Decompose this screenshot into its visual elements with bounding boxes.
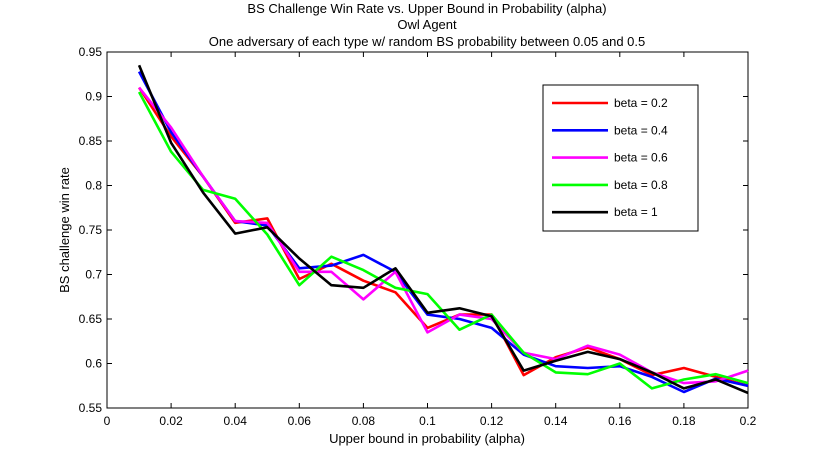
y-tick-label: 0.75 bbox=[79, 223, 103, 237]
y-tick-label: 0.55 bbox=[79, 401, 103, 415]
x-tick-label: 0.2 bbox=[740, 414, 757, 428]
y-tick-label: 0.95 bbox=[79, 45, 103, 59]
y-tick-label: 0.65 bbox=[79, 312, 103, 326]
x-axis: 0 0.02 0.04 0.06 0.08 0.1 0.12 0.14 0.16 0.18 0.2 bbox=[104, 52, 757, 428]
x-tick-label: 0.06 bbox=[288, 414, 312, 428]
x-tick-label: 0.14 bbox=[544, 414, 568, 428]
x-axis-label: Upper bound in probability (alpha) bbox=[329, 431, 525, 446]
legend-label: beta = 1 bbox=[614, 205, 658, 219]
y-tick-label: 0.7 bbox=[85, 268, 102, 282]
y-axis-label: BS challenge win rate bbox=[57, 167, 72, 293]
x-tick-label: 0 bbox=[104, 414, 111, 428]
y-tick-label: 0.8 bbox=[85, 179, 102, 193]
x-tick-label: 0.08 bbox=[352, 414, 376, 428]
x-tick-label: 0.16 bbox=[608, 414, 632, 428]
x-tick-label: 0.04 bbox=[224, 414, 248, 428]
x-tick-label: 0.18 bbox=[672, 414, 696, 428]
legend-label: beta = 0.2 bbox=[614, 96, 668, 110]
y-tick-label: 0.85 bbox=[79, 134, 103, 148]
legend-label: beta = 0.6 bbox=[614, 151, 668, 165]
chart-subtitle-line-2: One adversary of each type w/ random BS … bbox=[209, 34, 645, 49]
x-tick-label: 0.12 bbox=[480, 414, 504, 428]
series-line-beta-1 bbox=[137, 64, 749, 395]
legend: beta = 0.2 beta = 0.4 beta = 0.6 beta = 0.8… bbox=[542, 84, 699, 232]
legend-label: beta = 0.8 bbox=[614, 178, 668, 192]
x-tick-label: 0.02 bbox=[159, 414, 183, 428]
series-line-beta-0-8 bbox=[137, 91, 749, 390]
chart-title: BS Challenge Win Rate vs. Upper Bound in… bbox=[247, 1, 606, 16]
y-axis: 0.55 0.6 0.65 0.7 0.75 0.8 0.85 0.9 0.95 bbox=[79, 45, 748, 415]
y-tick-label: 0.6 bbox=[85, 357, 102, 371]
x-tick-label: 0.1 bbox=[419, 414, 436, 428]
y-tick-label: 0.9 bbox=[85, 90, 102, 104]
series-lines bbox=[137, 64, 749, 395]
chart-subtitle-line-1: Owl Agent bbox=[397, 17, 457, 32]
legend-label: beta = 0.4 bbox=[614, 123, 668, 137]
